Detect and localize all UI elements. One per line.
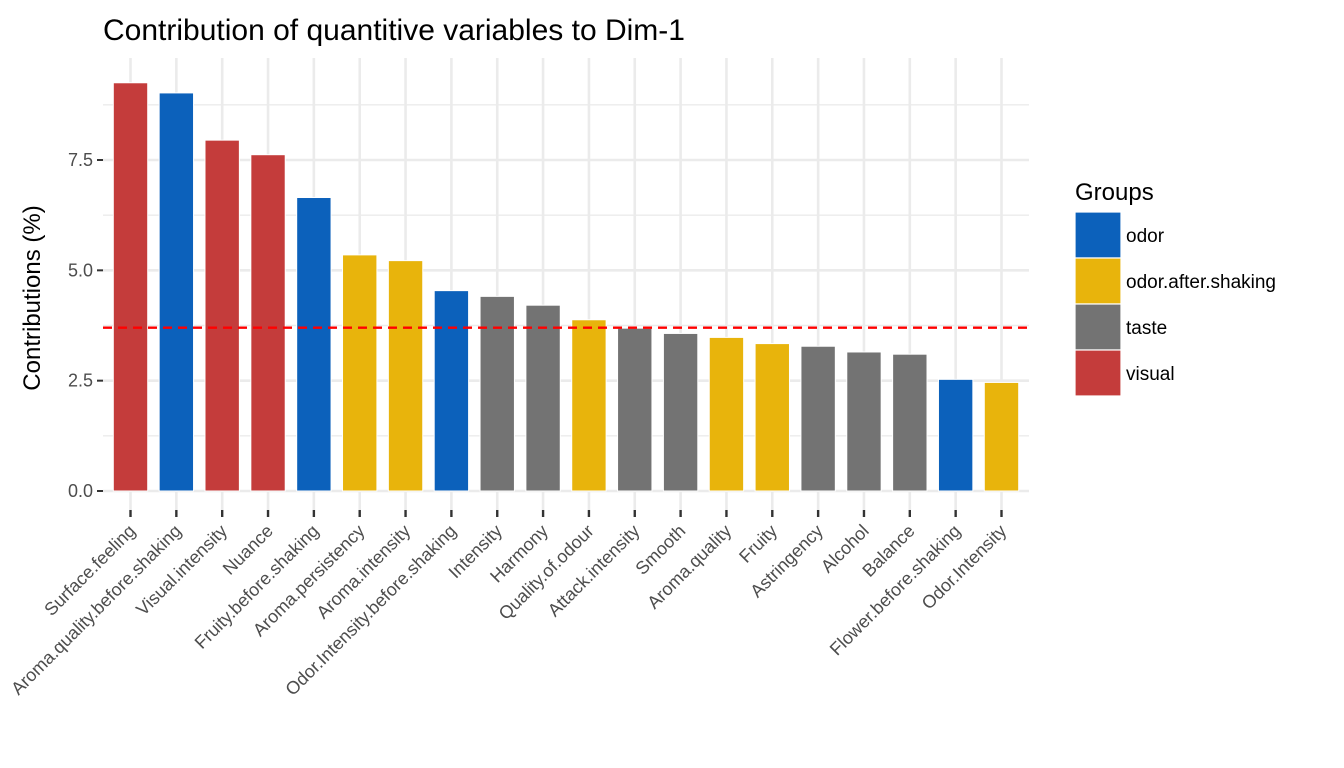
bar-nuance — [250, 154, 286, 492]
bar-aroma-quality-before-shaking — [158, 92, 195, 492]
bar-odor-intensity-before-shaking — [433, 290, 470, 492]
y-tick-label: 5.0 — [68, 260, 93, 280]
bar-quality-of-odour — [571, 319, 607, 492]
legend-label: visual — [1126, 364, 1175, 385]
x-tick-label: Aroma.quality.before.shaking — [7, 521, 185, 699]
bar-attack-intensity — [617, 327, 653, 492]
bar-visual-intensity — [204, 139, 240, 492]
bar-intensity — [479, 295, 515, 492]
bar-harmony — [525, 304, 561, 492]
legend-key-visual — [1074, 349, 1122, 397]
legend-label: taste — [1126, 318, 1167, 339]
legend-key-odor-after-shaking — [1074, 257, 1122, 305]
legend-label: odor — [1126, 226, 1165, 247]
legend: Groups odor odor.after.shaking taste visual — [1074, 179, 1276, 397]
bar-aroma-quality — [708, 336, 745, 492]
y-axis-label: Contributions (%) — [19, 205, 46, 390]
legend-key-taste — [1074, 303, 1122, 351]
bar-surface-feeling — [112, 82, 149, 492]
bar-fruity-before-shaking — [296, 197, 332, 492]
y-tick-label: 0.0 — [68, 481, 93, 501]
y-tick-label: 2.5 — [68, 371, 93, 391]
bar-balance — [892, 353, 928, 492]
bar-aroma-persistency — [342, 254, 378, 492]
bar-fruity — [754, 343, 790, 492]
bar-astringency — [800, 345, 836, 492]
bar-aroma-intensity — [387, 260, 424, 492]
bar-odor-intensity — [983, 381, 1020, 492]
y-tick-label: 7.5 — [68, 150, 93, 170]
chart-title: Contribution of quantitive variables to … — [103, 14, 685, 47]
bar-flower-before-shaking — [937, 378, 974, 492]
legend-title: Groups — [1075, 179, 1154, 206]
bar-alcohol — [846, 351, 882, 492]
legend-key-odor — [1074, 211, 1122, 259]
y-axis: 0.0 2.5 5.0 7.5 — [68, 150, 103, 501]
legend-label: odor.after.shaking — [1126, 272, 1276, 293]
bars — [112, 82, 1020, 492]
bar-smooth — [662, 332, 699, 492]
grid-lines — [103, 58, 1029, 510]
x-axis: Surface.feelingAroma.quality.before.shak… — [7, 510, 1010, 699]
